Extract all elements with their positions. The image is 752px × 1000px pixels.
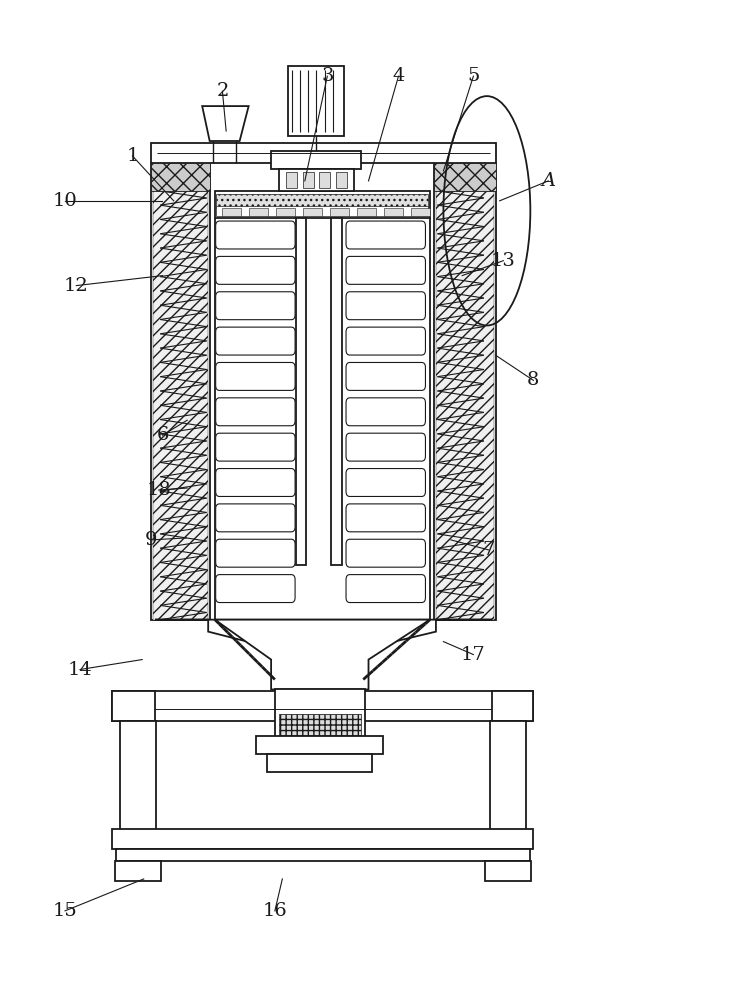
Bar — [411, 208, 430, 216]
FancyBboxPatch shape — [346, 504, 426, 532]
Polygon shape — [202, 106, 249, 141]
FancyBboxPatch shape — [346, 575, 426, 603]
Bar — [114, 861, 161, 881]
Bar — [302, 172, 314, 188]
Bar — [151, 143, 496, 163]
Bar — [223, 208, 241, 216]
Bar — [116, 849, 529, 861]
Text: 12: 12 — [64, 277, 89, 295]
Bar — [256, 736, 384, 754]
Polygon shape — [215, 620, 430, 689]
Bar — [384, 208, 403, 216]
Text: 1: 1 — [126, 147, 138, 165]
FancyBboxPatch shape — [346, 292, 426, 320]
Bar — [112, 829, 533, 849]
Bar — [296, 218, 306, 565]
Bar — [271, 151, 361, 169]
FancyBboxPatch shape — [216, 539, 295, 567]
FancyBboxPatch shape — [346, 327, 426, 355]
Bar — [276, 208, 295, 216]
Text: 15: 15 — [53, 902, 77, 920]
Bar — [286, 172, 297, 188]
Bar — [151, 163, 210, 620]
Bar — [331, 218, 341, 565]
Polygon shape — [155, 620, 492, 689]
Bar — [435, 163, 496, 191]
Bar — [151, 163, 210, 191]
FancyBboxPatch shape — [346, 362, 426, 390]
Text: 13: 13 — [491, 252, 516, 270]
Bar — [303, 208, 322, 216]
Bar — [112, 691, 155, 721]
FancyBboxPatch shape — [216, 504, 295, 532]
Bar — [436, 191, 494, 620]
Bar — [217, 194, 429, 208]
FancyBboxPatch shape — [346, 256, 426, 284]
Bar — [484, 861, 531, 881]
FancyBboxPatch shape — [216, 469, 295, 496]
Bar — [268, 754, 372, 772]
Bar — [492, 691, 533, 721]
Bar — [435, 163, 496, 620]
Text: 4: 4 — [393, 67, 405, 85]
Bar — [288, 66, 344, 136]
FancyBboxPatch shape — [346, 398, 426, 426]
FancyBboxPatch shape — [346, 433, 426, 461]
Text: 10: 10 — [53, 192, 77, 210]
Text: 8: 8 — [527, 371, 539, 389]
FancyBboxPatch shape — [216, 362, 295, 390]
FancyBboxPatch shape — [346, 469, 426, 496]
FancyBboxPatch shape — [346, 539, 426, 567]
FancyBboxPatch shape — [216, 327, 295, 355]
Bar — [120, 721, 156, 839]
Bar — [112, 691, 533, 721]
Bar — [153, 191, 208, 620]
Text: 3: 3 — [321, 67, 334, 85]
Bar — [490, 721, 526, 839]
FancyBboxPatch shape — [216, 398, 295, 426]
Text: A: A — [541, 172, 556, 190]
Text: 17: 17 — [461, 646, 486, 664]
Bar — [250, 208, 268, 216]
Bar — [330, 208, 349, 216]
FancyBboxPatch shape — [216, 575, 295, 603]
Text: 18: 18 — [147, 481, 171, 499]
Bar — [335, 172, 347, 188]
Bar — [215, 191, 430, 218]
Bar — [274, 689, 365, 744]
FancyBboxPatch shape — [216, 292, 295, 320]
Bar — [278, 169, 353, 191]
FancyBboxPatch shape — [216, 433, 295, 461]
FancyBboxPatch shape — [346, 221, 426, 249]
FancyBboxPatch shape — [216, 256, 295, 284]
Bar — [319, 172, 330, 188]
Text: 2: 2 — [217, 82, 229, 100]
Bar — [217, 206, 429, 216]
Bar — [357, 208, 376, 216]
Text: 6: 6 — [156, 426, 168, 444]
Text: 7: 7 — [482, 541, 495, 559]
Text: 14: 14 — [68, 661, 92, 679]
Text: 16: 16 — [262, 902, 287, 920]
Text: 5: 5 — [467, 67, 480, 85]
FancyBboxPatch shape — [216, 221, 295, 249]
Bar — [278, 714, 361, 736]
Text: 9: 9 — [145, 531, 157, 549]
